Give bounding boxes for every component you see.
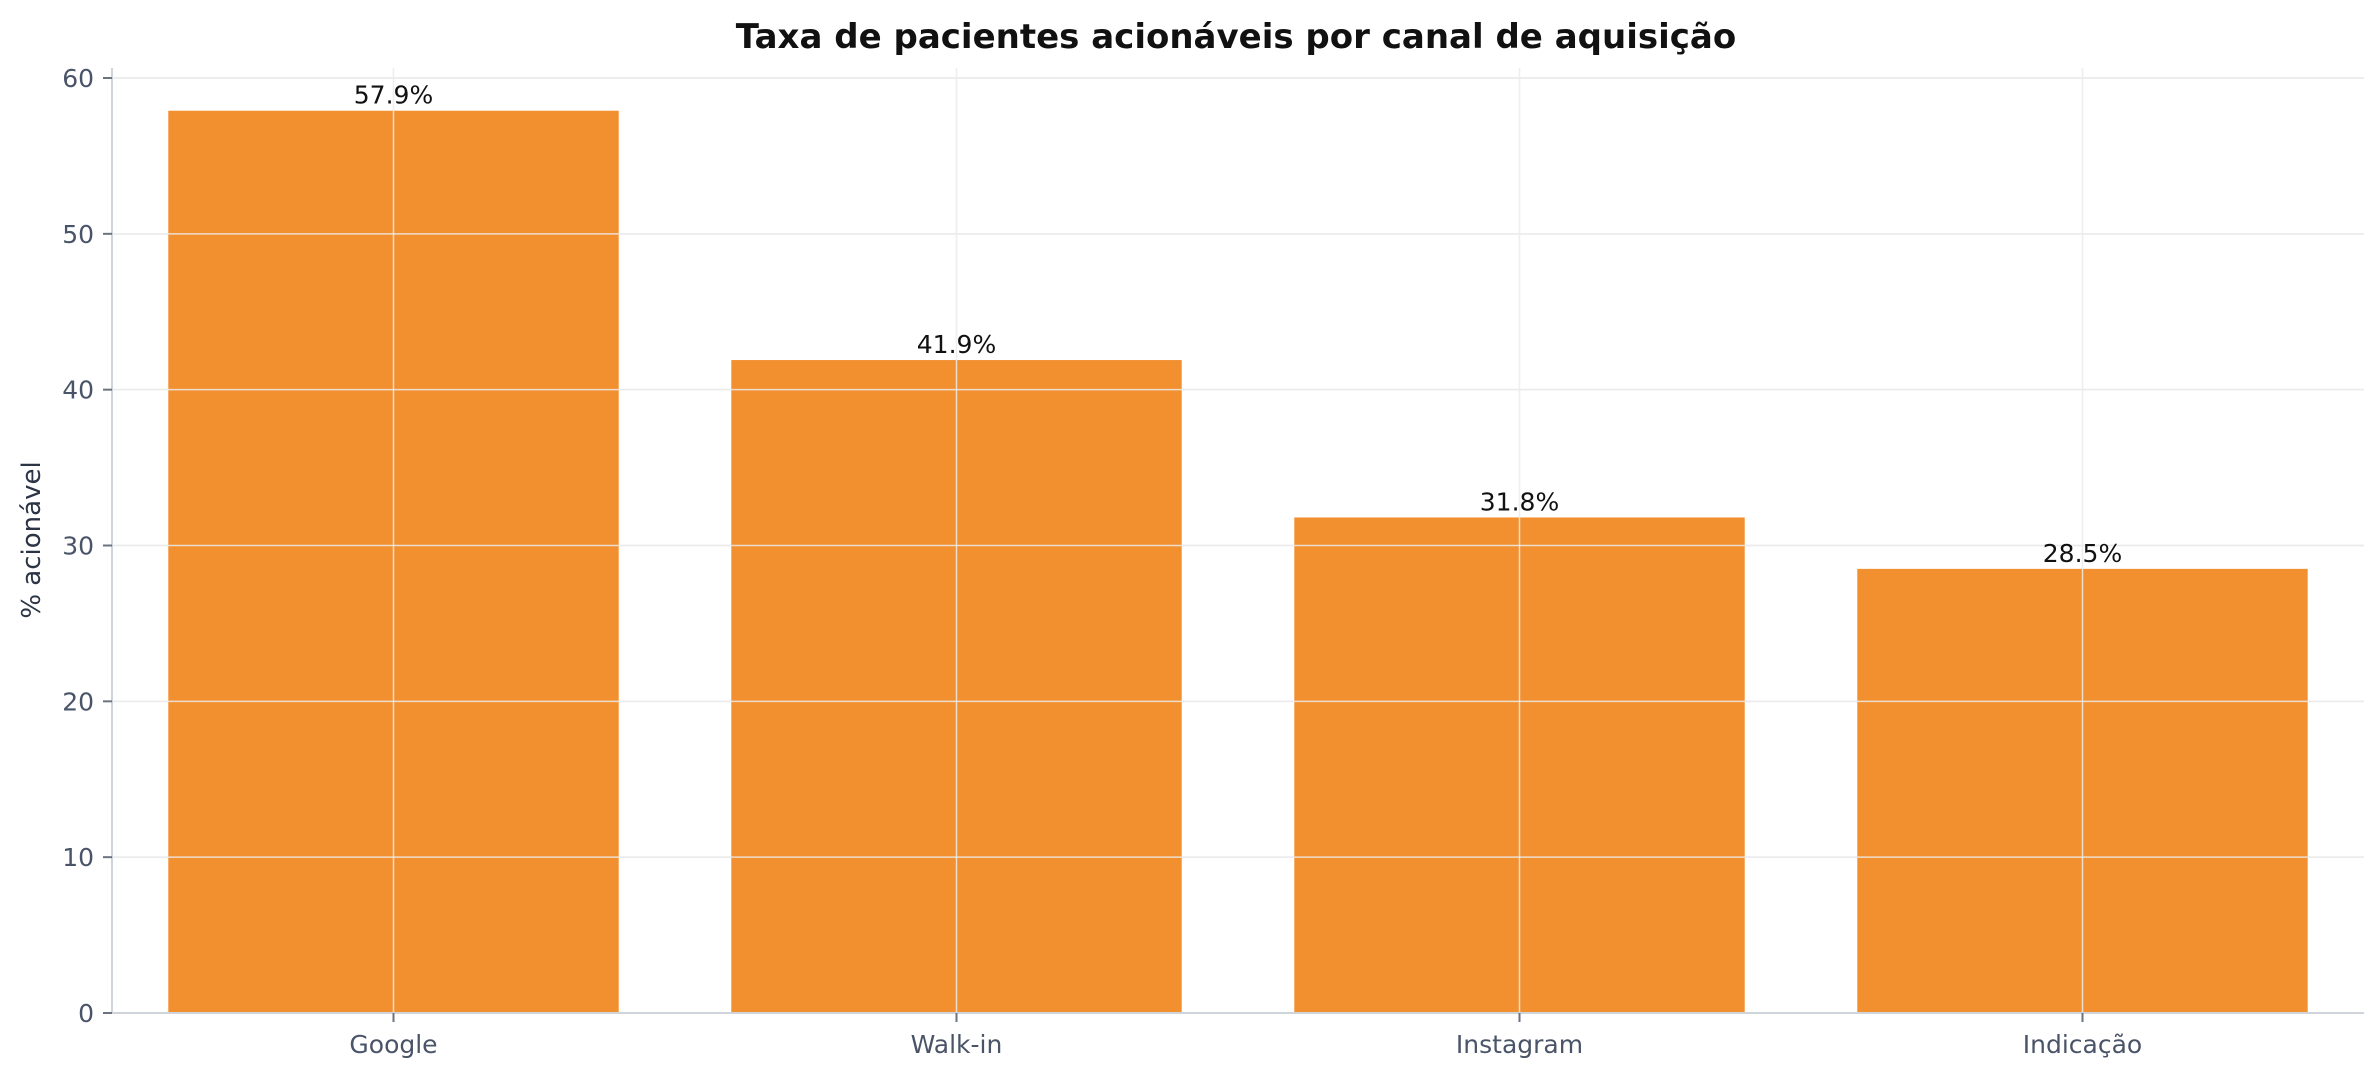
- y-tick-label-30: 30: [62, 532, 94, 561]
- data-label-3: 28.5%: [2043, 539, 2122, 568]
- x-tick-label-2: Instagram: [1456, 1030, 1583, 1059]
- y-axis-label: % acionável: [17, 461, 47, 618]
- chart-title: Taxa de pacientes acionáveis por canal d…: [736, 17, 1736, 57]
- axes: 0 10 20 30 40 50 60 Google Walk-in Instagram Indic…: [62, 64, 2364, 1059]
- y-tick-label-10: 10: [62, 843, 94, 872]
- x-tick-label-1: Walk-in: [911, 1030, 1003, 1059]
- gridlines-overlay: [112, 68, 2364, 1013]
- data-label-1: 41.9%: [917, 330, 996, 359]
- y-tick-label-60: 60: [62, 64, 94, 93]
- bars: [168, 110, 2308, 1014]
- data-label-0: 57.9%: [354, 81, 433, 110]
- data-label-2: 31.8%: [1480, 487, 1559, 516]
- data-labels: 57.9% 41.9% 31.8% 28.5%: [354, 81, 2122, 568]
- x-tick-label-0: Google: [349, 1030, 437, 1059]
- y-tick-label-0: 0: [78, 999, 94, 1028]
- y-tick-label-50: 50: [62, 220, 94, 249]
- y-tick-label-40: 40: [62, 376, 94, 405]
- y-tick-label-20: 20: [62, 687, 94, 716]
- x-tick-label-3: Indicação: [2023, 1030, 2142, 1059]
